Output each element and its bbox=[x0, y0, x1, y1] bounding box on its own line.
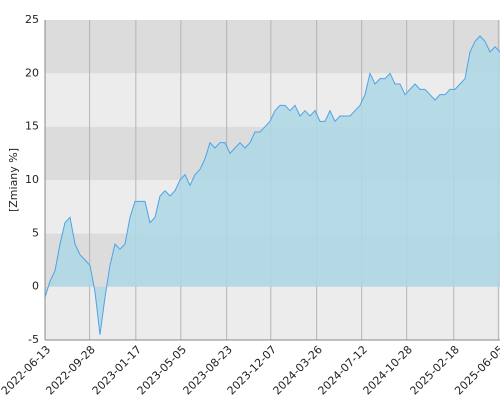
y-tick-label: 25 bbox=[25, 13, 39, 26]
y-tick-label: -5 bbox=[28, 333, 39, 346]
y-tick-label: 20 bbox=[25, 66, 39, 79]
background-band bbox=[45, 286, 500, 340]
y-axis-label: [Zmiany %] bbox=[7, 148, 20, 212]
y-tick-label: 0 bbox=[32, 280, 39, 293]
area-fill bbox=[45, 36, 500, 335]
y-tick-label: 10 bbox=[25, 173, 39, 186]
line bbox=[44, 35, 500, 335]
background-band bbox=[45, 20, 500, 74]
y-tick-label: 5 bbox=[32, 226, 39, 239]
y-tick-label: 15 bbox=[25, 120, 39, 133]
